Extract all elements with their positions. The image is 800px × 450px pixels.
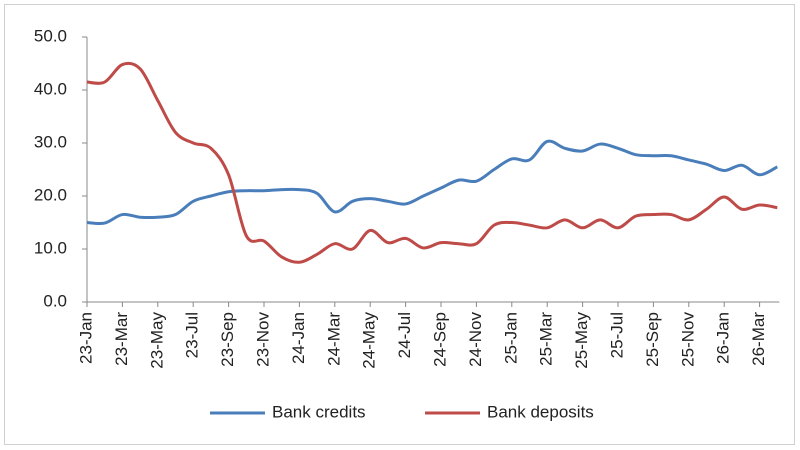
- x-tick-label: 25-Nov: [678, 312, 697, 367]
- x-tick-label: 23-May: [147, 312, 166, 369]
- chart-frame: [4, 4, 795, 445]
- x-tick-label: 23-Mar: [112, 312, 131, 366]
- x-tick-label: 25-Jan: [501, 312, 520, 364]
- x-tick-label: 23-Jul: [183, 312, 202, 358]
- y-tick-label: 40.0: [34, 79, 67, 98]
- legend-label: Bank deposits: [487, 402, 594, 421]
- y-tick-label: 20.0: [34, 185, 67, 204]
- x-tick-label: 26-Jan: [714, 312, 733, 364]
- x-tick-label: 23-Sep: [218, 312, 237, 367]
- x-tick-label: 24-Sep: [430, 312, 449, 367]
- y-tick-label: 50.0: [34, 26, 67, 45]
- y-tick-label: 10.0: [34, 238, 67, 257]
- series-line: [86, 139, 779, 226]
- x-tick-label: 24-May: [360, 312, 379, 369]
- x-tick-label: 26-Mar: [749, 312, 768, 366]
- x-tick-label: 24-Jul: [395, 312, 414, 358]
- x-tick-label: 23-Nov: [253, 312, 272, 367]
- series-line: [86, 61, 778, 264]
- x-tick-label: 25-May: [572, 312, 591, 369]
- x-tick-label: 25-Mar: [537, 312, 556, 366]
- x-tick-label: 24-Nov: [466, 312, 485, 367]
- y-tick-label: 0.0: [43, 291, 67, 310]
- x-tick-label: 25-Jul: [607, 312, 626, 358]
- x-tick-label: 23-Jan: [76, 312, 95, 364]
- x-tick-label: 25-Sep: [643, 312, 662, 367]
- legend-label: Bank credits: [272, 402, 366, 421]
- x-tick-label: 24-Jan: [289, 312, 308, 364]
- y-tick-label: 30.0: [34, 132, 67, 151]
- x-tick-label: 24-Mar: [324, 312, 343, 366]
